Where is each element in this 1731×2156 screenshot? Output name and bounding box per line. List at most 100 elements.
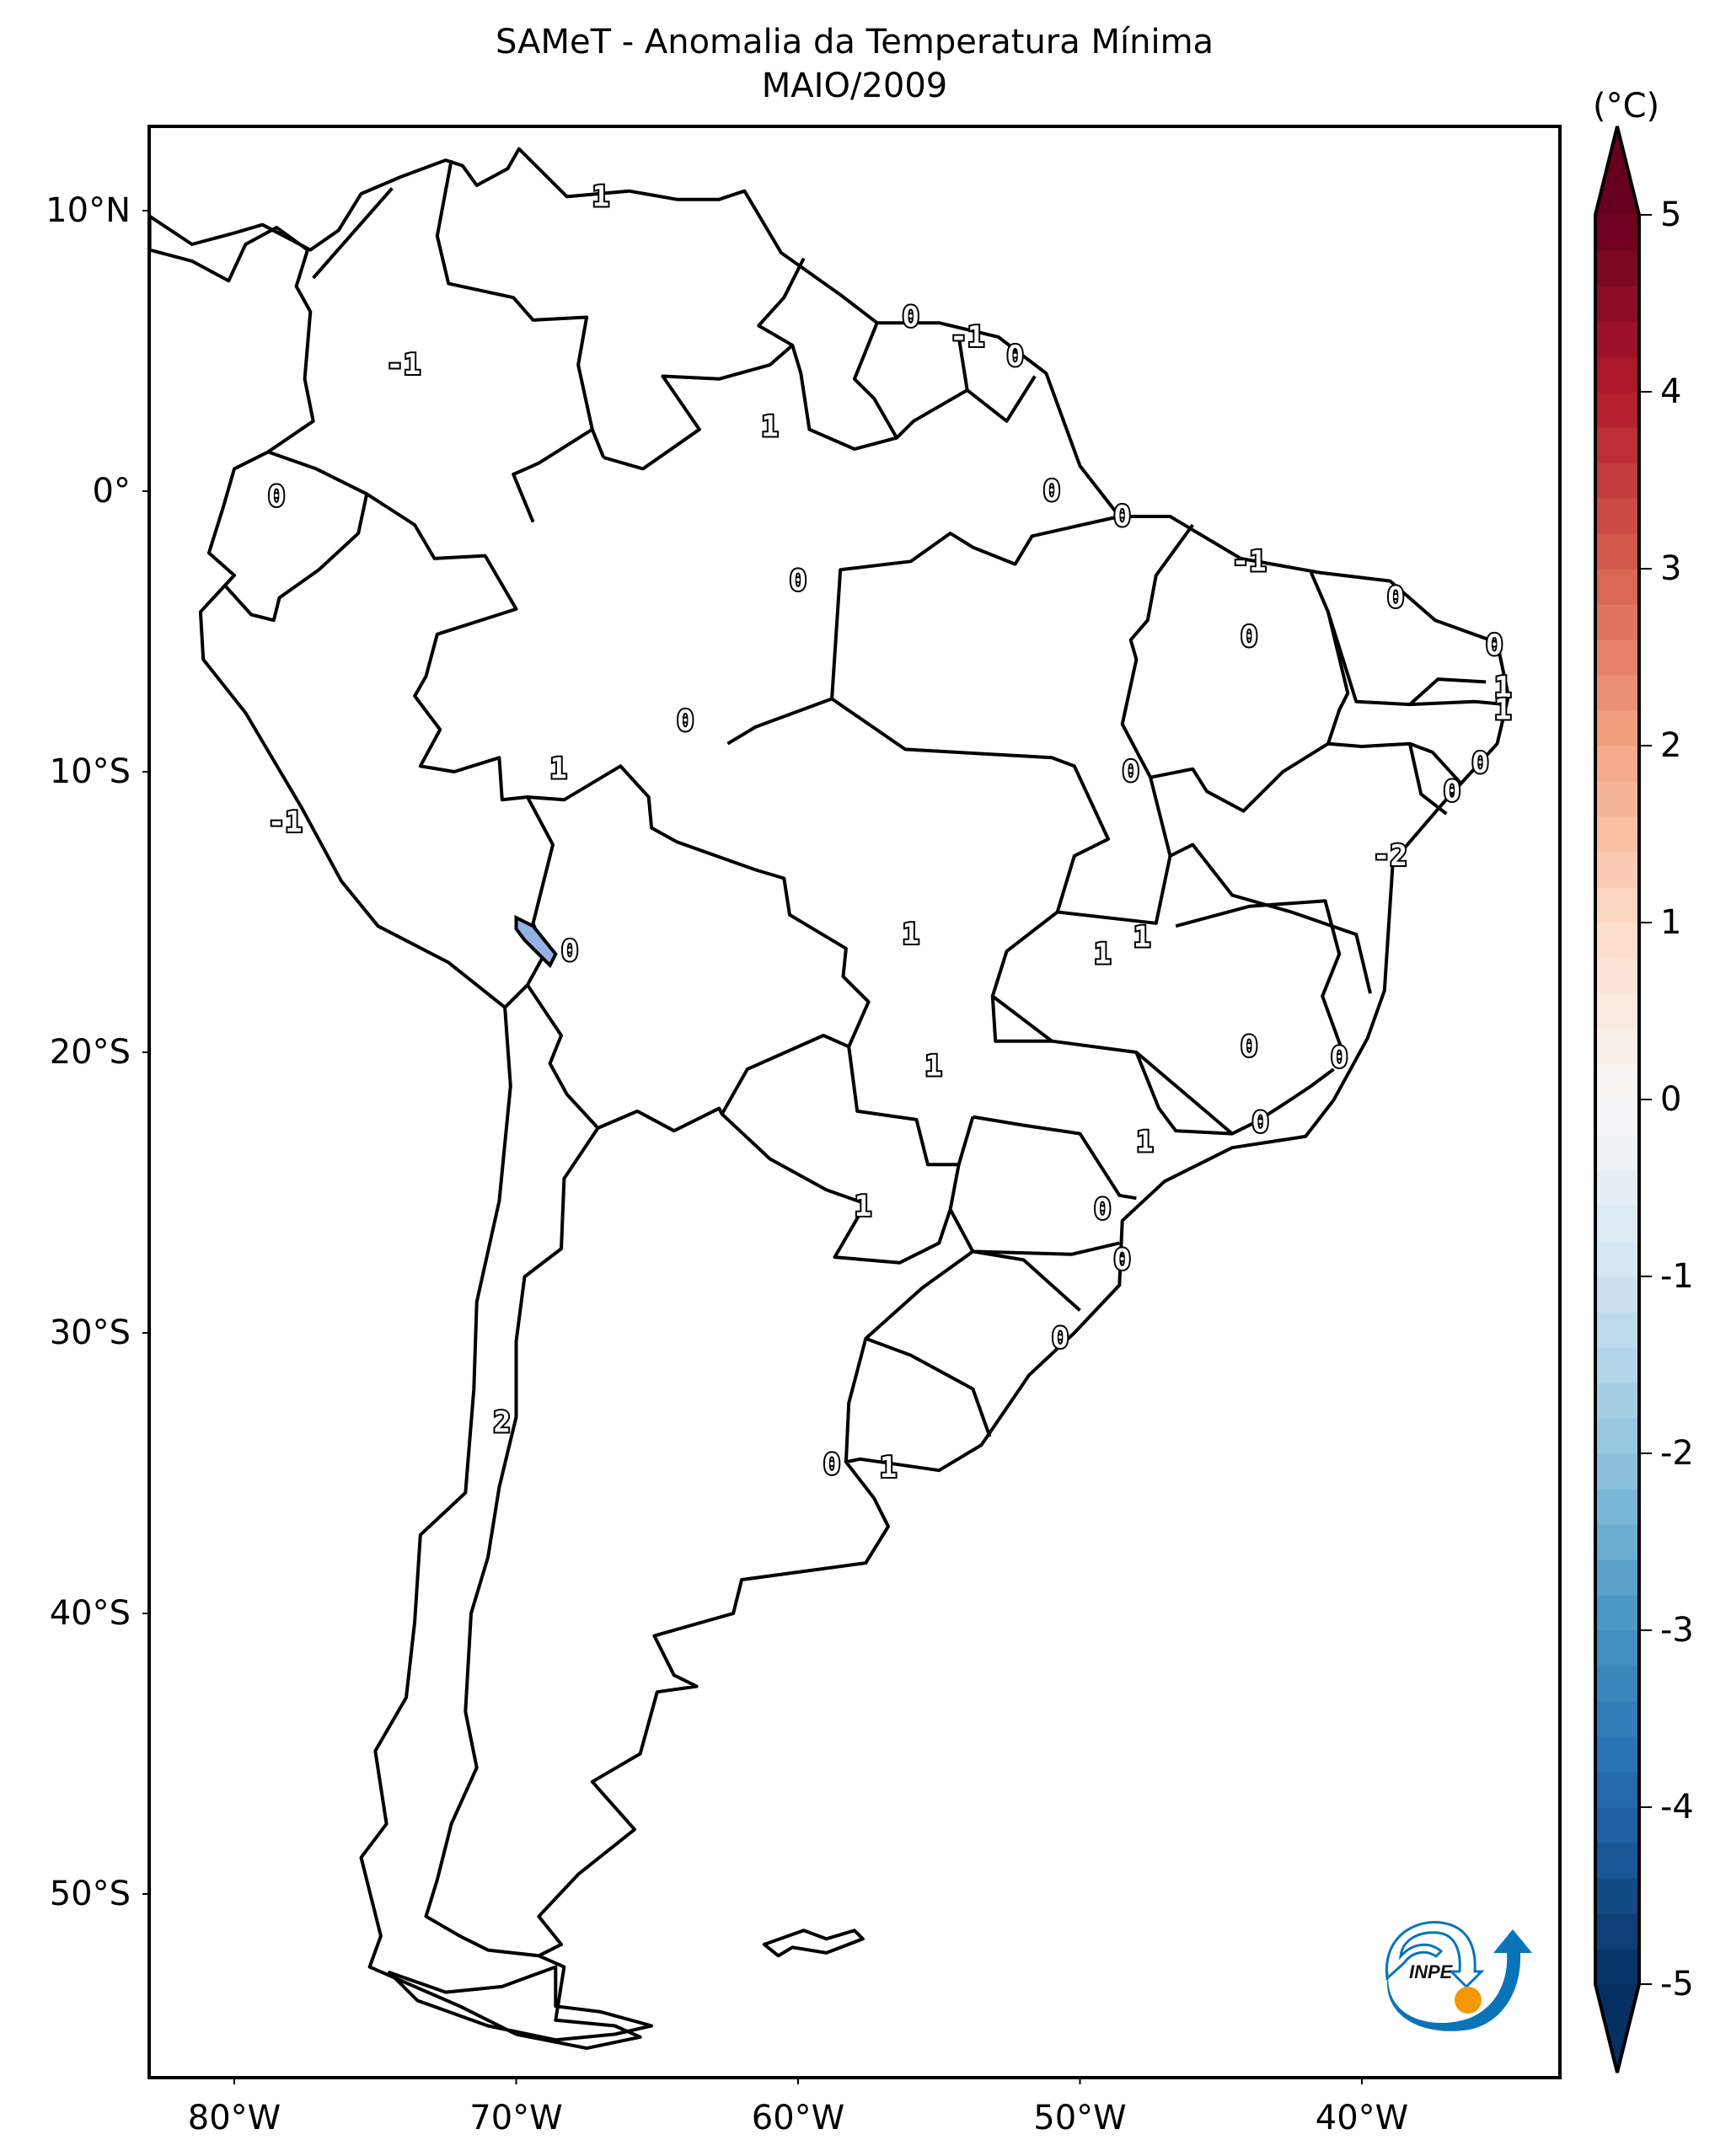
contour-label: -1	[386, 348, 421, 382]
border-line	[1409, 699, 1506, 707]
anomaly-hotspot	[485, 1339, 529, 1383]
contour-label: 1	[592, 179, 609, 213]
contour-label: 0	[1113, 500, 1130, 533]
logo-text: INPE	[1409, 1961, 1454, 1982]
colorbar-segment	[1595, 1630, 1639, 1666]
border-line	[435, 159, 606, 458]
lon-tick-label: 70°W	[469, 2099, 563, 2137]
colorbar-tick-label: 2	[1660, 726, 1682, 765]
border-line	[957, 1116, 975, 1165]
colorbar-unit-label: (°C)	[1593, 87, 1660, 126]
anomaly-hotspot	[1179, 1075, 1223, 1119]
anomaly-blob	[604, 968, 992, 1305]
colorbar-segment	[1595, 286, 1639, 322]
colorbar-segment	[1595, 1029, 1639, 1065]
colorbar-segment	[1595, 1913, 1639, 1950]
colorbar-segment	[1595, 816, 1639, 853]
logo-sun-icon	[1455, 1987, 1482, 2014]
contour-label: 1	[1094, 937, 1111, 971]
inpe-logo: INPE	[1385, 1921, 1532, 2031]
anomaly-field	[68, 99, 1560, 2078]
anomaly-blob	[576, 238, 964, 575]
border-line	[1175, 899, 1347, 1059]
contour-label: 0	[1387, 581, 1404, 615]
colorbar-extend-max	[1595, 126, 1639, 215]
colorbar-tick-label: -1	[1660, 1257, 1694, 1296]
border-line	[1407, 743, 1448, 816]
contour-label: 0	[1043, 474, 1060, 508]
colorbar-segment	[1595, 1099, 1639, 1136]
colorbar-segment	[1595, 533, 1639, 570]
coastline	[388, 1965, 654, 2042]
lat-tick-label: 40°S	[49, 1594, 131, 1633]
colorbar-tick-label: 5	[1660, 195, 1682, 234]
colorbar-segment	[1595, 1170, 1639, 1206]
lon-tick-label: 40°W	[1315, 2099, 1409, 2137]
contour-label: 0	[1471, 746, 1488, 780]
colorbar-segment	[1595, 1701, 1639, 1737]
contour-label: 2	[494, 1406, 511, 1440]
colorbar-tick-label: -2	[1660, 1434, 1694, 1473]
colorbar-segment	[1595, 1489, 1639, 1525]
colorbar-tick-label: -3	[1660, 1611, 1694, 1650]
axis-ticks	[142, 210, 1363, 2084]
lat-tick-label: 10°N	[46, 191, 131, 230]
border-line	[844, 1338, 868, 1463]
colorbar-tick-label: 3	[1660, 549, 1682, 588]
contour-label: 1	[924, 1050, 941, 1083]
border-line	[973, 1241, 1120, 1256]
colorbar-tick-label: 1	[1660, 903, 1682, 942]
border-line	[603, 257, 806, 471]
colorbar-segment	[1595, 321, 1639, 357]
contour-label: 0	[823, 1448, 840, 1482]
colorbar-segment	[1595, 781, 1639, 817]
lat-tick-label: 50°S	[49, 1875, 131, 1913]
colorbar-segment	[1595, 710, 1639, 746]
colorbar-segment	[1595, 1135, 1639, 1171]
lon-tick-label: 60°W	[751, 2099, 845, 2137]
colorbar-segment	[1595, 1772, 1639, 1808]
contour-label: 1	[1494, 693, 1511, 727]
contour-label: 0	[268, 480, 285, 514]
anomaly-blob	[914, 940, 1302, 1277]
colorbar-segment	[1595, 1453, 1639, 1490]
contour-label: 0	[561, 934, 578, 968]
contour-label: 1	[903, 918, 919, 951]
contour-label: -2	[1373, 839, 1407, 873]
contour-label: 0	[790, 564, 807, 598]
colorbar-segment	[1595, 1559, 1639, 1596]
anomaly-hotspot	[508, 1227, 552, 1271]
anomaly-blob	[378, 1669, 766, 2006]
colorbar-segment	[1595, 1241, 1639, 1277]
colorbar-segment	[1595, 498, 1639, 534]
border-line	[224, 450, 369, 623]
border-line	[1327, 741, 1462, 784]
colorbar-segment	[1595, 569, 1639, 605]
colorbar-tick-label: -5	[1660, 1965, 1694, 2004]
colorbar-segment	[1595, 852, 1639, 888]
contour-label: 0	[1113, 1243, 1130, 1276]
colorbar-segment	[1595, 215, 1639, 251]
lake-titicaca	[514, 914, 558, 969]
colorbar-segment	[1595, 1206, 1639, 1242]
contour-label: 0	[903, 301, 919, 334]
border-line	[990, 996, 1053, 1043]
country-borders	[149, 147, 1510, 2051]
border-line	[966, 375, 1037, 423]
border-line	[726, 515, 1120, 746]
border-line	[1057, 843, 1372, 994]
anomaly-hotspot	[635, 1311, 679, 1355]
lat-tick-label: 30°S	[49, 1313, 131, 1352]
coastline	[149, 147, 1510, 2051]
anomaly-blob	[351, 1137, 738, 1474]
border-line	[852, 322, 898, 439]
lon-tick-label: 50°W	[1033, 2099, 1127, 2137]
colorbar-segment	[1595, 1347, 1639, 1383]
colorbar-segment	[1595, 958, 1639, 994]
colorbar-segment	[1595, 639, 1639, 676]
anomaly-hotspot	[649, 1886, 693, 1930]
anomaly-hotspot	[1097, 986, 1141, 1030]
